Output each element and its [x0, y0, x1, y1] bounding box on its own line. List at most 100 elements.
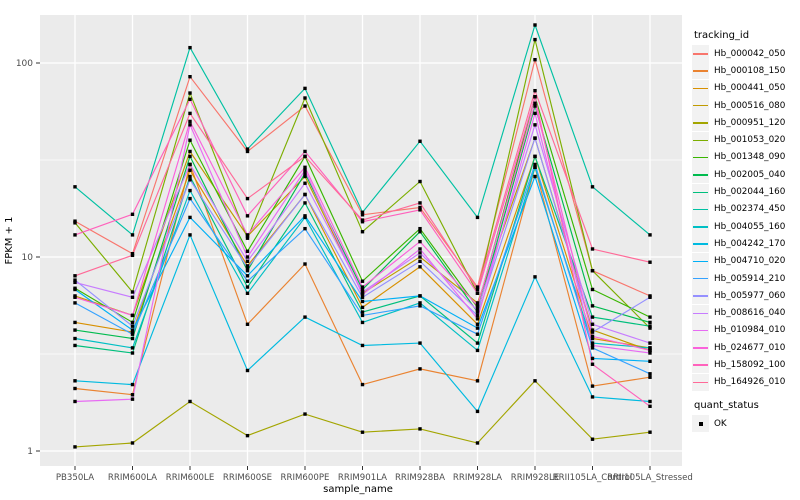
legend-key-swatch — [692, 148, 709, 166]
data-point — [130, 290, 135, 294]
legend-color-line — [693, 381, 708, 384]
legend-color-line — [693, 295, 708, 297]
data-point — [475, 308, 480, 313]
data-point — [245, 233, 250, 237]
legend-key-swatch — [692, 218, 709, 236]
data-point — [360, 218, 365, 222]
data-point — [130, 330, 135, 334]
data-point — [590, 322, 595, 326]
data-point — [245, 285, 250, 289]
data-point — [73, 336, 77, 341]
data-point — [245, 255, 250, 259]
data-point — [533, 162, 537, 167]
data-point — [360, 305, 365, 310]
data-point — [418, 201, 422, 205]
data-point — [533, 174, 537, 179]
data-point — [360, 295, 365, 299]
legend-item-Hb_004710_020: Hb_004710_020 — [692, 252, 798, 270]
data-point — [303, 201, 307, 205]
data-point — [303, 104, 307, 108]
data-point — [73, 185, 77, 189]
data-point — [475, 285, 480, 289]
data-point — [188, 45, 192, 50]
data-point — [418, 139, 422, 143]
data-point — [73, 301, 77, 305]
black-square-marker-icon — [698, 421, 703, 426]
legend-label: Hb_158092_100 — [714, 359, 786, 370]
data-point — [130, 320, 135, 325]
legend-color-line — [693, 174, 708, 176]
data-point — [360, 310, 365, 314]
legend-item-Hb_008616_040: Hb_008616_040 — [692, 304, 798, 322]
quant-status-item: OK — [692, 415, 798, 433]
data-point — [533, 123, 537, 127]
data-point — [418, 208, 422, 212]
data-point — [73, 221, 77, 225]
data-point — [590, 315, 595, 319]
data-point — [360, 313, 365, 318]
data-point — [418, 247, 422, 251]
data-point — [130, 332, 135, 336]
data-point — [360, 292, 365, 297]
data-point — [303, 226, 307, 231]
legend-color-line — [693, 226, 708, 228]
data-point — [188, 168, 192, 172]
data-point — [648, 320, 652, 325]
legend-key-swatch — [692, 339, 709, 357]
data-point — [648, 295, 652, 299]
legend-label: Hb_001053_020 — [714, 135, 786, 146]
legend-item-Hb_158092_100: Hb_158092_100 — [692, 356, 798, 374]
y-axis-title: FPKM + 1 — [4, 216, 15, 264]
data-point — [648, 351, 652, 355]
x-tick-label: RRIM928LE — [511, 473, 560, 483]
quant-status-label: OK — [714, 418, 727, 429]
data-point — [303, 174, 307, 179]
data-point — [533, 111, 537, 116]
data-point — [360, 320, 365, 325]
data-point — [188, 111, 192, 116]
data-point — [418, 230, 422, 234]
legend-key-swatch — [692, 252, 709, 270]
data-point — [245, 279, 250, 283]
quant-status-legend: quant_status OK — [692, 399, 798, 433]
legend-label: Hb_005914_210 — [714, 273, 786, 284]
legend-color-line — [693, 278, 708, 280]
data-point — [73, 320, 77, 325]
legend-color-line — [693, 312, 708, 314]
legend-key-swatch — [692, 321, 709, 339]
data-point — [130, 295, 135, 299]
data-point — [360, 230, 365, 234]
data-point — [245, 266, 250, 270]
data-point — [245, 291, 250, 295]
legend-key-swatch — [692, 235, 709, 253]
data-point — [73, 343, 77, 348]
data-point — [130, 212, 135, 216]
legend-item-Hb_002044_160: Hb_002044_160 — [692, 183, 798, 201]
data-point — [130, 346, 135, 350]
legend-color-line — [693, 122, 708, 124]
data-point — [188, 196, 192, 201]
data-point — [245, 268, 250, 273]
legend-title-quant-status: quant_status — [694, 399, 759, 411]
data-point — [648, 404, 652, 408]
legend-key-swatch — [692, 304, 709, 322]
legend-key-swatch — [692, 45, 709, 63]
data-point — [130, 324, 135, 328]
data-point — [73, 386, 77, 391]
legend-label: Hb_002374_450 — [714, 204, 786, 215]
data-point — [73, 274, 77, 278]
legend-key-swatch — [692, 373, 709, 391]
data-point — [188, 74, 192, 79]
legend: tracking_id Hb_000042_050 Hb_000108_150 Hb… — [692, 30, 798, 433]
data-point — [245, 249, 250, 253]
data-point — [188, 233, 192, 237]
legend-label: Hb_000441_050 — [714, 83, 786, 94]
data-point — [648, 375, 652, 379]
legend-key-swatch — [692, 270, 709, 287]
data-point — [475, 215, 480, 220]
legend-item-Hb_164926_010: Hb_164926_010 — [692, 373, 798, 391]
legend-color-line — [693, 364, 708, 366]
x-tick-label: RRIM928LA — [453, 473, 502, 483]
x-tick-label: RRIM600SE — [223, 473, 272, 483]
legend-label: Hb_004055_160 — [714, 221, 786, 232]
